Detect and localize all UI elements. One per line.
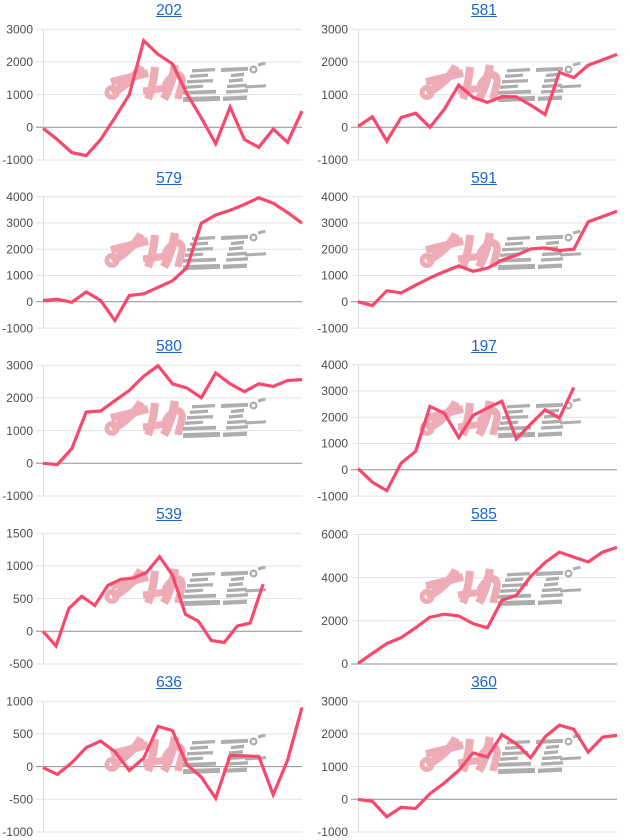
svg-text:500: 500 <box>13 592 33 606</box>
svg-text:1000: 1000 <box>321 760 348 774</box>
svg-text:0: 0 <box>341 793 348 807</box>
svg-text:-1000: -1000 <box>2 321 33 335</box>
svg-text:0: 0 <box>341 121 348 135</box>
svg-text:3000: 3000 <box>321 22 348 36</box>
svg-text:2000: 2000 <box>321 614 348 628</box>
svg-text:4000: 4000 <box>321 358 348 372</box>
svg-text:3000: 3000 <box>6 22 33 36</box>
svg-text:0: 0 <box>26 760 33 774</box>
svg-text:-1000: -1000 <box>317 825 348 839</box>
svg-text:1000: 1000 <box>6 269 33 283</box>
svg-text:1000: 1000 <box>321 437 348 451</box>
svg-text:-1000: -1000 <box>317 321 348 335</box>
svg-text:2000: 2000 <box>321 55 348 69</box>
svg-text:1000: 1000 <box>321 88 348 102</box>
svg-text:2000: 2000 <box>6 242 33 256</box>
svg-text:3000: 3000 <box>321 384 348 398</box>
svg-text:500: 500 <box>13 727 33 741</box>
svg-text:2000: 2000 <box>6 55 33 69</box>
svg-text:2000: 2000 <box>321 410 348 424</box>
svg-text:3000: 3000 <box>6 358 33 372</box>
svg-text:0: 0 <box>26 625 33 639</box>
svg-text:4000: 4000 <box>321 571 348 585</box>
svg-text:1000: 1000 <box>6 694 33 708</box>
svg-text:0: 0 <box>341 657 348 671</box>
svg-text:0: 0 <box>341 295 348 309</box>
svg-text:-1000: -1000 <box>317 153 348 167</box>
svg-text:6000: 6000 <box>321 528 348 542</box>
svg-text:-1000: -1000 <box>2 489 33 503</box>
svg-text:-1000: -1000 <box>2 153 33 167</box>
svg-text:1000: 1000 <box>6 559 33 573</box>
svg-text:-500: -500 <box>9 793 33 807</box>
svg-text:3000: 3000 <box>321 216 348 230</box>
svg-text:2000: 2000 <box>321 242 348 256</box>
svg-text:3000: 3000 <box>6 216 33 230</box>
svg-text:1000: 1000 <box>6 424 33 438</box>
svg-text:-1000: -1000 <box>2 825 33 839</box>
svg-text:2000: 2000 <box>321 727 348 741</box>
svg-text:-500: -500 <box>9 657 33 671</box>
svg-text:1000: 1000 <box>6 88 33 102</box>
svg-text:1500: 1500 <box>6 526 33 540</box>
svg-text:0: 0 <box>26 295 33 309</box>
svg-text:-1000: -1000 <box>317 489 348 503</box>
svg-text:0: 0 <box>341 463 348 477</box>
svg-text:1000: 1000 <box>321 269 348 283</box>
svg-text:2000: 2000 <box>6 391 33 405</box>
svg-text:4000: 4000 <box>6 190 33 204</box>
svg-text:4000: 4000 <box>321 190 348 204</box>
svg-text:0: 0 <box>26 121 33 135</box>
svg-text:3000: 3000 <box>321 694 348 708</box>
svg-text:0: 0 <box>26 457 33 471</box>
